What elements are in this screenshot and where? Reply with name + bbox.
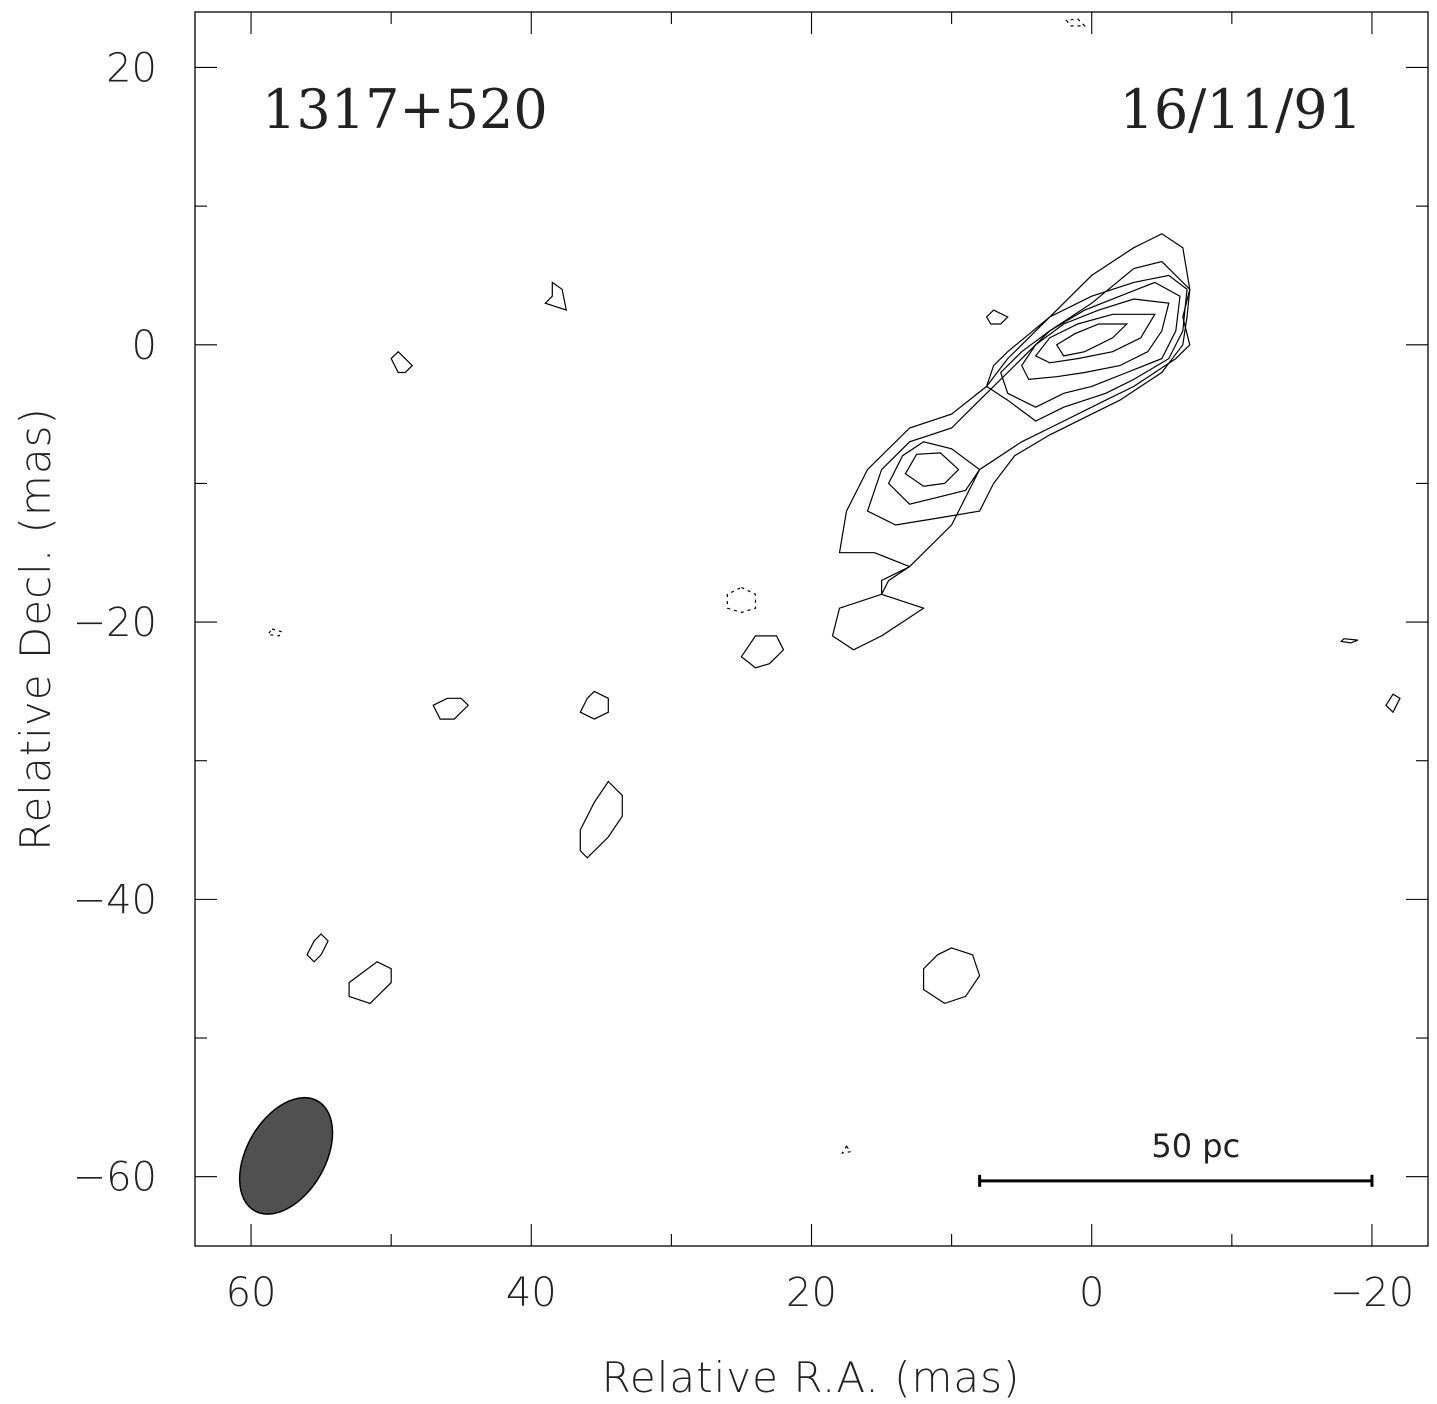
negative-contour-21 [726, 586, 757, 614]
contour-19 [1385, 693, 1401, 714]
contour-18 [923, 947, 981, 1005]
x-axis-label: Relative R.A. (mas) [602, 1353, 1021, 1402]
contour-17 [348, 961, 392, 1005]
contour-5 [904, 452, 960, 487]
contour-11 [985, 309, 1009, 325]
x-tick-label: 60 [226, 1270, 277, 1316]
contour-0 [831, 233, 1191, 651]
contour-layer [266, 18, 1401, 1154]
y-tick-label: −60 [73, 1155, 157, 1201]
x-tick-label: −20 [1330, 1270, 1414, 1316]
contour-6 [1021, 298, 1170, 381]
contour-9 [544, 281, 568, 311]
y-axis-label: Relative Decl. (mas) [11, 407, 60, 851]
scale-bar-label: 50 pc [1151, 1127, 1240, 1165]
source-name-label: 1317+520 [262, 78, 548, 141]
negative-contour-23 [841, 1145, 852, 1154]
contour-15 [579, 780, 623, 859]
contour-7 [1034, 313, 1156, 364]
negative-contour-24 [1065, 18, 1087, 27]
contour-16 [306, 933, 329, 963]
contour-14 [579, 690, 609, 720]
epoch-label: 16/11/91 [1119, 78, 1362, 141]
y-tick-label: 20 [106, 45, 157, 91]
contour-3 [887, 441, 981, 505]
contour-20 [1339, 638, 1359, 644]
contour-13 [432, 697, 470, 720]
contour-2 [985, 274, 1188, 422]
x-tick-label: 0 [1079, 1270, 1104, 1316]
y-tick-label: −40 [73, 877, 157, 923]
contour-1 [866, 260, 1191, 526]
y-tick-label: 0 [132, 323, 157, 369]
x-tick-label: 40 [506, 1270, 557, 1316]
tick-layer: 60 40 20 0 −20 20 0 −20 −40 −60 [73, 12, 1428, 1316]
contour-10 [390, 350, 414, 374]
plot-frame [194, 11, 1429, 1247]
beam-ellipse [238, 1096, 334, 1215]
contour-12 [740, 635, 785, 669]
y-tick-label: −20 [73, 600, 157, 646]
x-tick-label: 20 [786, 1270, 837, 1316]
negative-contour-22 [266, 628, 283, 637]
scale-bar: 50 pc [978, 1127, 1374, 1187]
contour-8 [1055, 323, 1129, 357]
contour-4 [1000, 281, 1181, 408]
